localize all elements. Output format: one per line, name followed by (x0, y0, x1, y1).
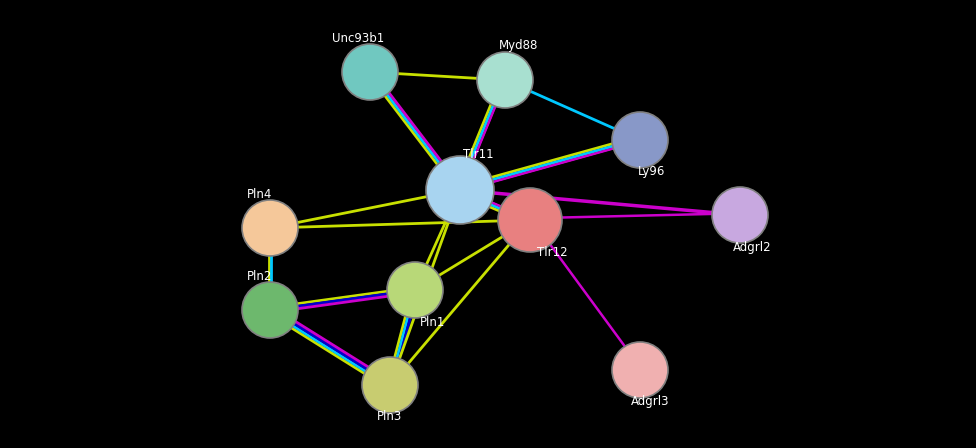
Circle shape (612, 112, 668, 168)
Circle shape (362, 357, 418, 413)
Circle shape (426, 156, 494, 224)
Circle shape (387, 262, 443, 318)
Text: Unc93b1: Unc93b1 (332, 31, 385, 44)
Circle shape (712, 187, 768, 243)
Circle shape (242, 200, 298, 256)
Text: Ly96: Ly96 (638, 165, 666, 178)
Circle shape (498, 188, 562, 252)
Circle shape (477, 52, 533, 108)
Text: Adgrl3: Adgrl3 (630, 396, 670, 409)
Text: Tlr11: Tlr11 (463, 147, 493, 160)
Circle shape (242, 282, 298, 338)
Text: Pln4: Pln4 (247, 188, 272, 201)
Circle shape (342, 44, 398, 100)
Text: Adgrl2: Adgrl2 (733, 241, 771, 254)
Text: Myd88: Myd88 (500, 39, 539, 52)
Text: Pln1: Pln1 (421, 315, 446, 328)
Circle shape (612, 342, 668, 398)
Text: Pln3: Pln3 (378, 410, 403, 423)
Text: Tlr12: Tlr12 (537, 246, 567, 258)
Text: Pln2: Pln2 (247, 270, 272, 283)
